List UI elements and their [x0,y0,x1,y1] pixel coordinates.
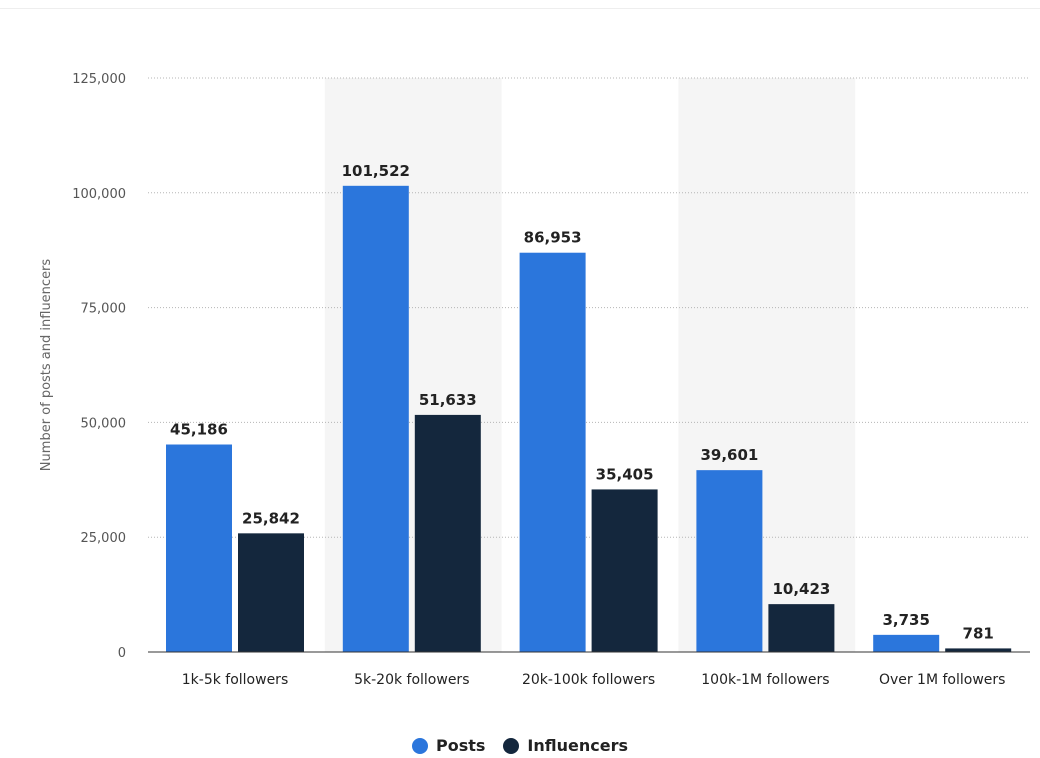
influencers-dot-icon [503,737,520,754]
data-label-influencers: 25,842 [242,509,300,527]
x-axis-categories: 1k-5k followers 5k-20k followers 20k-100k … [182,672,1006,688]
bar-posts [342,185,409,652]
data-label-influencers: 781 [963,624,994,642]
data-label-influencers: 10,423 [772,580,830,598]
y-tick-label: 125,000 [72,72,126,87]
top-divider [0,8,1040,9]
data-label-posts: 39,601 [700,446,758,464]
data-label-posts: 45,186 [170,421,228,439]
y-tick-label: 0 [118,646,126,661]
y-axis-ticks: 0 25,000 50,000 75,000 100,000 125,000 [72,72,126,661]
x-category-label: 20k-100k followers [522,672,655,688]
x-category-label: Over 1M followers [879,672,1006,688]
grid-lines [148,77,1030,538]
data-label-posts: 86,953 [524,229,582,247]
legend-item-posts[interactable]: Posts [411,736,486,755]
bar-posts [873,634,940,652]
y-tick-label: 50,000 [81,416,127,431]
data-label-posts: 3,735 [882,611,929,629]
bar-chart: 0 25,000 50,000 75,000 100,000 125,000 45,186… [39,72,1030,688]
legend-item-influencers[interactable]: Influencers [503,736,628,755]
bar-influencers [591,489,658,652]
legend: Posts Influencers [0,736,1040,755]
data-label-posts: 101,522 [342,162,410,180]
bar-influencers [768,604,835,652]
data-label-influencers: 35,405 [596,465,654,483]
data-label-influencers: 51,633 [419,391,477,409]
posts-dot-icon [411,737,428,754]
x-category-label: 5k-20k followers [354,672,469,688]
bar-posts [696,470,763,652]
bars [166,185,1012,652]
bar-influencers [238,533,304,652]
y-axis-title: Number of posts and influencers [39,259,54,472]
bar-influencers [945,648,1012,652]
y-tick-label: 100,000 [72,187,126,202]
y-tick-label: 25,000 [81,531,127,546]
bar-posts [166,444,232,652]
data-labels: 45,186 25,842 101,522 51,633 86,953 35,405 39,… [170,162,994,643]
legend-label-posts: Posts [435,736,486,755]
legend-label-influencers: Influencers [527,736,628,755]
x-category-label: 1k-5k followers [182,672,288,688]
bar-posts [519,252,586,652]
y-tick-label: 75,000 [81,302,127,317]
x-category-label: 100k-1M followers [701,672,829,688]
bar-influencers [414,414,481,652]
